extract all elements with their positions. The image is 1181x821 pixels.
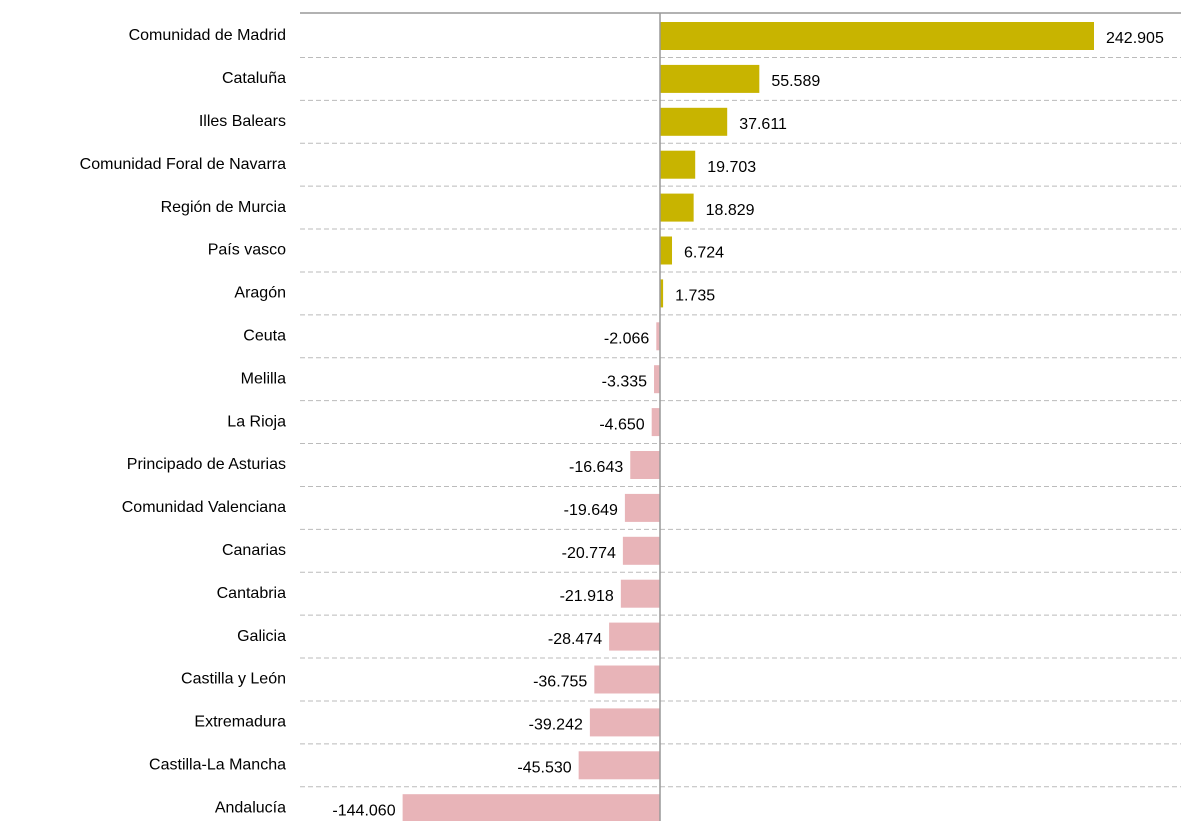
bar	[402, 794, 660, 821]
bar	[660, 64, 760, 93]
value-label: -144.060	[332, 802, 395, 819]
bar	[660, 193, 694, 222]
value-label: -20.774	[562, 545, 616, 562]
value-label: -21.918	[560, 588, 614, 605]
bar	[651, 408, 660, 437]
category-label: Castilla y León	[181, 671, 286, 688]
value-label: 1.735	[675, 288, 715, 305]
category-label: Galicia	[237, 628, 286, 645]
category-label: Región de Murcia	[161, 199, 287, 216]
value-label: 6.724	[684, 245, 724, 262]
bar	[660, 22, 1094, 50]
bar	[660, 107, 728, 136]
value-label: -3.335	[602, 373, 647, 390]
category-label: Canarias	[222, 542, 286, 559]
bar	[589, 708, 660, 737]
category-label: Comunidad Foral de Navarra	[80, 156, 286, 173]
value-label: 242.905	[1106, 30, 1164, 47]
bar	[660, 236, 673, 265]
category-label: Ceuta	[243, 328, 286, 345]
category-label: Principado de Asturias	[127, 456, 286, 473]
category-label: Castilla-La Mancha	[149, 757, 286, 774]
category-label: Melilla	[241, 370, 286, 387]
category-label: Cataluña	[222, 70, 286, 87]
value-label: 55.589	[771, 73, 820, 90]
category-label: La Rioja	[227, 413, 286, 430]
bar	[656, 322, 660, 351]
bar	[594, 665, 660, 694]
bar	[624, 493, 660, 522]
value-label: -2.066	[604, 331, 649, 348]
bar	[578, 751, 660, 780]
bar	[660, 279, 664, 308]
value-label: -4.650	[599, 416, 644, 433]
value-label: 18.829	[706, 202, 755, 219]
category-label: Andalucía	[215, 799, 286, 816]
bar	[622, 536, 660, 565]
category-label: Aragón	[234, 285, 286, 302]
bar	[660, 150, 696, 179]
value-label: -39.242	[529, 717, 583, 734]
bar	[620, 579, 660, 608]
category-label: País vasco	[208, 242, 286, 259]
value-label: -28.474	[548, 631, 602, 648]
bar	[654, 365, 660, 394]
bar	[630, 451, 660, 479]
category-label: Comunidad de Madrid	[129, 27, 286, 44]
category-label: Cantabria	[217, 585, 286, 602]
value-label: 37.611	[739, 116, 787, 133]
value-label: 19.703	[707, 159, 756, 176]
category-label: Extremadura	[194, 714, 286, 731]
category-label: Illes Balears	[199, 113, 286, 130]
bar	[609, 622, 660, 651]
value-label: -45.530	[517, 760, 571, 777]
value-label: -19.649	[564, 502, 618, 519]
category-label: Comunidad Valenciana	[122, 499, 286, 516]
value-label: -16.643	[569, 459, 623, 476]
value-label: -36.755	[533, 674, 587, 691]
